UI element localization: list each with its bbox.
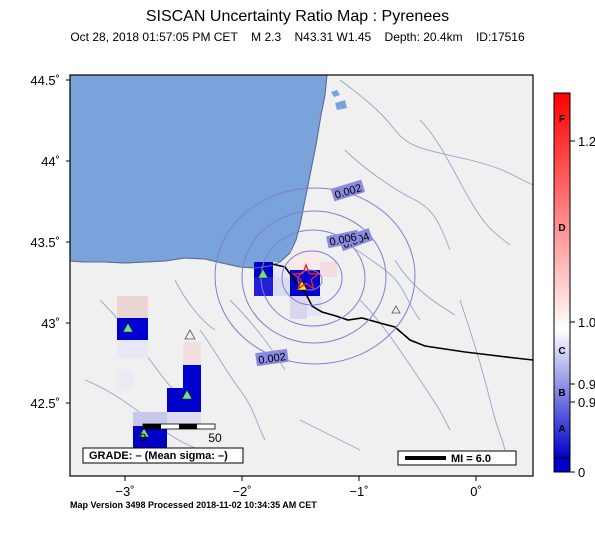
station-triangle xyxy=(257,268,269,279)
y-axis: 44.5˚ 44˚ 43.5˚ 43˚ 42.5˚ xyxy=(30,73,70,411)
y-tick-label: 42.5˚ xyxy=(30,396,60,411)
colorbar-value: 0.9 xyxy=(578,377,595,392)
y-tick-label: 43˚ xyxy=(41,316,60,331)
x-tick-label: −1˚ xyxy=(349,484,368,499)
mi-legend: MI = 6.0 xyxy=(397,450,517,466)
grade-label: B xyxy=(558,388,565,399)
event-magnitude: M 2.3 xyxy=(251,30,282,44)
scale-start-label: 0 xyxy=(140,431,147,445)
y-tick-label: 43.5˚ xyxy=(30,235,60,250)
event-id: ID:17516 xyxy=(475,30,525,44)
bay-of-biscay xyxy=(70,75,328,269)
x-axis: −3˚ −2˚ −1˚ 0˚ xyxy=(115,476,482,499)
station-triangle xyxy=(138,427,150,438)
grade-label: F xyxy=(559,114,565,125)
x-tick-label: −2˚ xyxy=(232,484,251,499)
uncertainty-cells xyxy=(117,250,337,448)
x-tick-label: −3˚ xyxy=(115,484,134,499)
y-tick-label: 44.5˚ xyxy=(30,73,60,88)
colorbar-value: 0.9 xyxy=(578,395,595,410)
colorbar-value: 1.0 xyxy=(578,315,595,330)
x-tick-label: 0˚ xyxy=(470,484,482,499)
y-tick-label: 44˚ xyxy=(41,154,60,169)
event-datetime: Oct 28, 2018 01:57:05 PM CET xyxy=(70,30,238,44)
event-location: N43.31 W1.45 xyxy=(294,30,372,44)
grade-box: GRADE: – (Mean sigma: –) xyxy=(82,447,244,464)
station-triangle xyxy=(122,322,134,333)
colorbar: F D C B A 1.2 1.0 0.9 0.9 0 xyxy=(553,92,595,480)
contour-lines xyxy=(214,187,416,365)
map-version-footer: Map Version 3498 Processed 2018-11-02 10… xyxy=(70,500,317,510)
contour-labels: 0.002 0.004 0.006 0.002 xyxy=(255,179,374,367)
map-title: SISCAN Uncertainty Ratio Map : Pyrenees xyxy=(145,8,450,25)
scale-bar: 0 50 xyxy=(140,423,222,445)
scale-end-label: 50 xyxy=(208,431,222,445)
grade-text: GRADE: – (Mean sigma: –) xyxy=(89,450,228,462)
event-info: Oct 28, 2018 01:57:05 PM CET M 2.3 N43.3… xyxy=(0,30,595,44)
estuary-shape xyxy=(331,90,340,97)
national-border xyxy=(271,263,533,361)
map-frame xyxy=(69,74,534,477)
coastline xyxy=(70,75,328,269)
mi-legend-text: MI = 6.0 xyxy=(451,453,491,465)
contour-label: 0.006 xyxy=(328,231,357,248)
colorbar-value: 0 xyxy=(578,465,585,480)
epicenter-star xyxy=(291,262,321,291)
grade-label: D xyxy=(558,223,565,234)
grade-label: C xyxy=(558,346,565,357)
event-depth: Depth: 20.4km xyxy=(384,30,463,44)
rivers xyxy=(84,79,533,451)
station-triangle xyxy=(184,329,196,340)
station-triangle xyxy=(391,305,401,314)
colorbar-value: 1.2 xyxy=(578,134,595,149)
contour-label: 0.002 xyxy=(258,351,287,367)
grade-label: A xyxy=(558,424,565,435)
station-triangle xyxy=(181,389,193,400)
estuary-shape xyxy=(335,100,347,110)
